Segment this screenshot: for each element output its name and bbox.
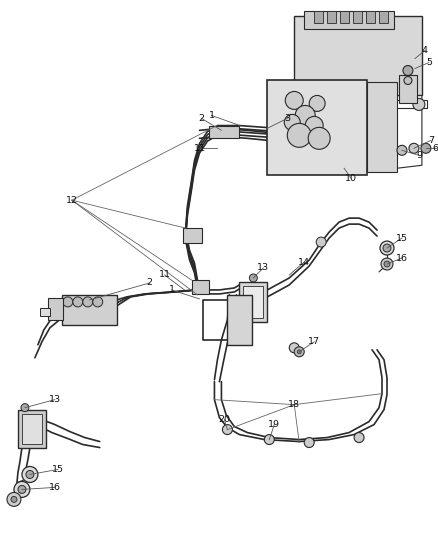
Circle shape xyxy=(294,347,304,357)
Circle shape xyxy=(63,297,73,307)
Text: 16: 16 xyxy=(396,254,408,263)
Circle shape xyxy=(421,143,431,154)
Text: 1: 1 xyxy=(169,286,175,294)
Circle shape xyxy=(316,237,326,247)
Text: 13: 13 xyxy=(257,263,269,272)
Circle shape xyxy=(309,95,325,111)
Circle shape xyxy=(354,433,364,442)
Text: 1: 1 xyxy=(208,111,215,120)
Text: 10: 10 xyxy=(345,174,357,183)
Text: 4: 4 xyxy=(422,46,428,55)
Circle shape xyxy=(264,434,274,445)
Text: 11: 11 xyxy=(194,144,205,153)
Bar xyxy=(340,11,349,22)
Circle shape xyxy=(7,492,21,506)
Circle shape xyxy=(409,143,419,154)
Circle shape xyxy=(304,438,314,448)
Circle shape xyxy=(249,274,258,282)
Bar xyxy=(183,228,202,243)
Circle shape xyxy=(404,77,412,84)
Bar xyxy=(48,298,63,320)
Bar xyxy=(18,410,46,448)
Circle shape xyxy=(73,297,83,307)
Text: 2: 2 xyxy=(198,114,205,123)
Bar xyxy=(244,286,263,318)
Circle shape xyxy=(308,127,330,149)
Circle shape xyxy=(413,99,425,110)
Bar xyxy=(191,280,209,294)
Bar xyxy=(240,282,267,322)
Bar xyxy=(314,11,323,22)
Circle shape xyxy=(295,106,315,125)
Circle shape xyxy=(223,425,233,434)
Bar xyxy=(379,11,388,22)
Text: 17: 17 xyxy=(308,337,320,346)
Circle shape xyxy=(21,403,29,411)
Circle shape xyxy=(403,66,413,76)
Circle shape xyxy=(14,481,30,497)
Circle shape xyxy=(83,297,93,307)
Circle shape xyxy=(383,244,391,252)
Circle shape xyxy=(297,350,301,354)
Text: 15: 15 xyxy=(52,465,64,474)
Circle shape xyxy=(285,92,303,109)
Bar xyxy=(40,308,50,316)
Bar xyxy=(294,15,422,95)
Bar xyxy=(367,83,397,172)
Circle shape xyxy=(11,496,17,503)
Text: 15: 15 xyxy=(396,233,408,243)
Circle shape xyxy=(381,258,393,270)
Bar xyxy=(209,126,240,139)
Bar xyxy=(267,80,367,175)
Bar xyxy=(353,11,362,22)
Circle shape xyxy=(287,123,311,147)
Circle shape xyxy=(93,297,103,307)
Text: 9: 9 xyxy=(416,151,422,160)
Bar xyxy=(366,11,375,22)
Text: 11: 11 xyxy=(159,270,170,279)
Bar xyxy=(304,11,394,29)
Bar xyxy=(62,295,117,325)
Circle shape xyxy=(18,486,26,494)
Circle shape xyxy=(26,471,34,479)
Text: 18: 18 xyxy=(288,400,300,409)
Text: 13: 13 xyxy=(49,395,61,404)
Circle shape xyxy=(305,116,323,134)
Text: 16: 16 xyxy=(49,483,61,492)
Bar xyxy=(22,414,42,443)
Text: 2: 2 xyxy=(147,278,152,287)
Bar xyxy=(227,295,252,345)
Circle shape xyxy=(284,115,300,131)
Circle shape xyxy=(384,261,390,267)
Circle shape xyxy=(289,343,299,353)
Text: 12: 12 xyxy=(66,196,78,205)
Circle shape xyxy=(397,146,407,155)
Text: 3: 3 xyxy=(284,114,290,123)
Text: 14: 14 xyxy=(298,257,310,266)
Circle shape xyxy=(22,466,38,482)
Text: 19: 19 xyxy=(268,420,280,429)
Circle shape xyxy=(380,241,394,255)
Bar xyxy=(399,76,417,103)
Text: 6: 6 xyxy=(433,144,438,153)
Text: 7: 7 xyxy=(428,136,434,145)
Bar xyxy=(327,11,336,22)
Text: 20: 20 xyxy=(219,415,230,424)
Text: 5: 5 xyxy=(426,58,432,67)
